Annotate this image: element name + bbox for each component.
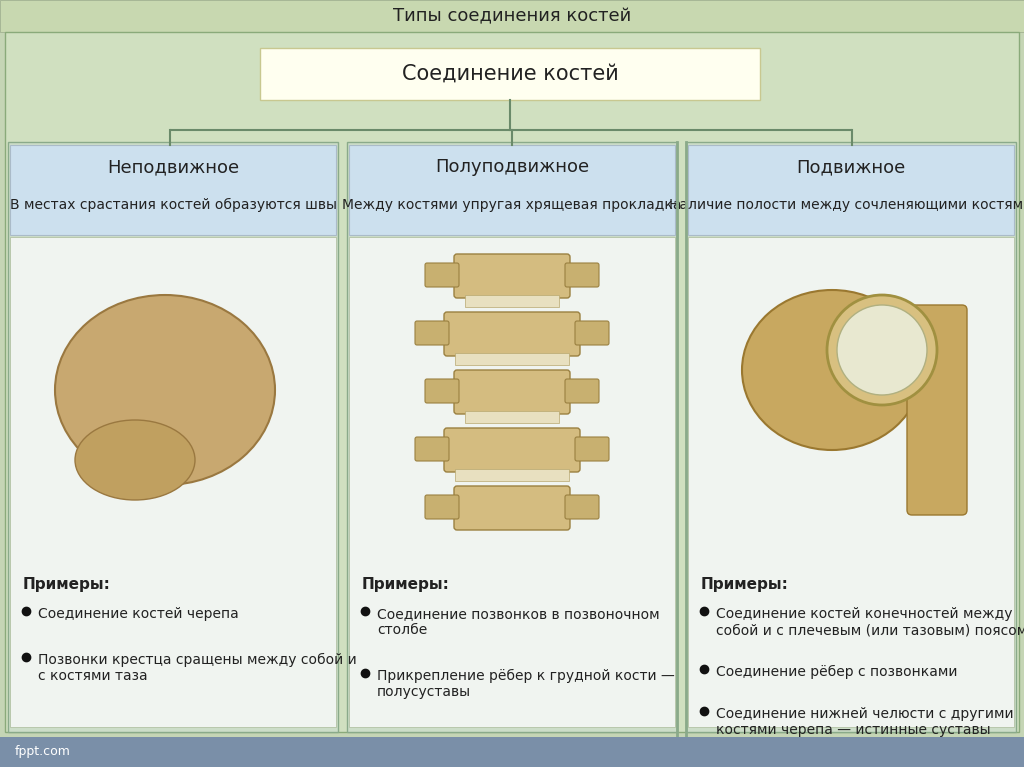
Ellipse shape (75, 420, 195, 500)
Text: Позвонки крестца сращены между собой и
с костями таза: Позвонки крестца сращены между собой и с… (38, 653, 356, 683)
Bar (0, 0, 1024, 32)
Text: Неподвижное: Неподвижное (106, 158, 239, 176)
FancyBboxPatch shape (575, 437, 609, 461)
Bar (347, 142, 677, 732)
Ellipse shape (837, 305, 927, 395)
FancyBboxPatch shape (444, 428, 580, 472)
Text: В местах срастания костей образуются швы: В местах срастания костей образуются швы (9, 198, 337, 212)
Text: Подвижное: Подвижное (797, 158, 905, 176)
Bar (349, 237, 675, 727)
Bar (0, 737, 1024, 767)
Text: Полуподвижное: Полуподвижное (435, 158, 589, 176)
Text: Соединение костей: Соединение костей (401, 64, 618, 84)
Bar (455, 469, 569, 481)
FancyBboxPatch shape (415, 437, 449, 461)
Text: Соединение костей конечностей между
собой и с плечевым (или тазовым) поясом: Соединение костей конечностей между собо… (716, 607, 1024, 637)
Text: Примеры:: Примеры: (23, 577, 111, 592)
Bar (455, 353, 569, 365)
Text: Прикрепление рёбер к грудной кости —
полусуставы: Прикрепление рёбер к грудной кости — пол… (377, 669, 675, 700)
Ellipse shape (55, 295, 275, 485)
FancyBboxPatch shape (425, 379, 459, 403)
Text: Соединение костей черепа: Соединение костей черепа (38, 607, 239, 621)
Bar (465, 295, 559, 307)
Bar (10, 237, 336, 727)
Text: Соединение позвонков в позвоночном
столбе: Соединение позвонков в позвоночном столб… (377, 607, 659, 637)
Text: Наличие полости между сочленяющими костями: Наличие полости между сочленяющими костя… (670, 198, 1024, 212)
Text: Примеры:: Примеры: (701, 577, 788, 592)
Bar (688, 237, 1014, 727)
FancyBboxPatch shape (444, 312, 580, 356)
FancyBboxPatch shape (565, 263, 599, 287)
Text: Типы соединения костей: Типы соединения костей (393, 7, 631, 25)
Text: Соединение рёбер с позвонками: Соединение рёбер с позвонками (716, 665, 957, 679)
FancyBboxPatch shape (454, 254, 570, 298)
Bar (465, 411, 559, 423)
Text: Между костями упругая хрящевая прокладка: Между костями упругая хрящевая прокладка (342, 198, 682, 212)
FancyBboxPatch shape (907, 305, 967, 515)
FancyBboxPatch shape (454, 370, 570, 414)
FancyBboxPatch shape (454, 486, 570, 530)
FancyBboxPatch shape (425, 495, 459, 519)
Bar (260, 48, 760, 100)
Text: fppt.com: fppt.com (15, 746, 71, 759)
Ellipse shape (827, 295, 937, 405)
Bar (349, 145, 675, 235)
FancyBboxPatch shape (565, 379, 599, 403)
FancyBboxPatch shape (565, 495, 599, 519)
Text: Примеры:: Примеры: (362, 577, 450, 592)
FancyBboxPatch shape (575, 321, 609, 345)
FancyBboxPatch shape (425, 263, 459, 287)
Text: Соединение нижней челюсти с другими
костями черепа — истинные суставы: Соединение нижней челюсти с другими кост… (716, 707, 1014, 737)
FancyBboxPatch shape (415, 321, 449, 345)
Bar (688, 145, 1014, 235)
Bar (686, 142, 1016, 732)
Ellipse shape (742, 290, 922, 450)
Bar (10, 145, 336, 235)
Bar (8, 142, 338, 732)
